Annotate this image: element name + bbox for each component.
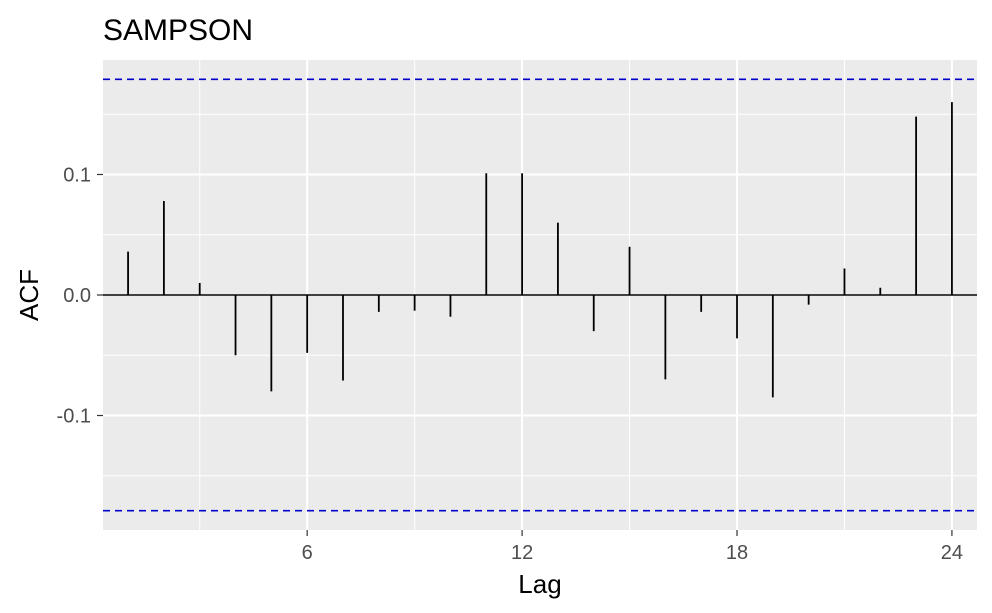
- y-axis-ticks: -0.1 0.0 0.1: [57, 164, 103, 428]
- x-tick-label: 12: [511, 542, 533, 564]
- y-tick-label: 0.0: [63, 285, 91, 307]
- y-axis-title: ACF: [14, 269, 44, 321]
- x-axis-title: Lag: [518, 569, 561, 599]
- x-axis-ticks: 6 12 18 24: [302, 530, 963, 564]
- y-tick-label: -0.1: [57, 406, 91, 428]
- x-tick-label: 18: [726, 542, 748, 564]
- x-tick-label: 24: [941, 542, 963, 564]
- acf-bars: [127, 102, 953, 398]
- confidence-bounds: [103, 78, 977, 512]
- x-tick-label: 6: [302, 542, 313, 564]
- chart-title: SAMPSON: [103, 14, 253, 47]
- y-tick-label: 0.1: [63, 164, 91, 186]
